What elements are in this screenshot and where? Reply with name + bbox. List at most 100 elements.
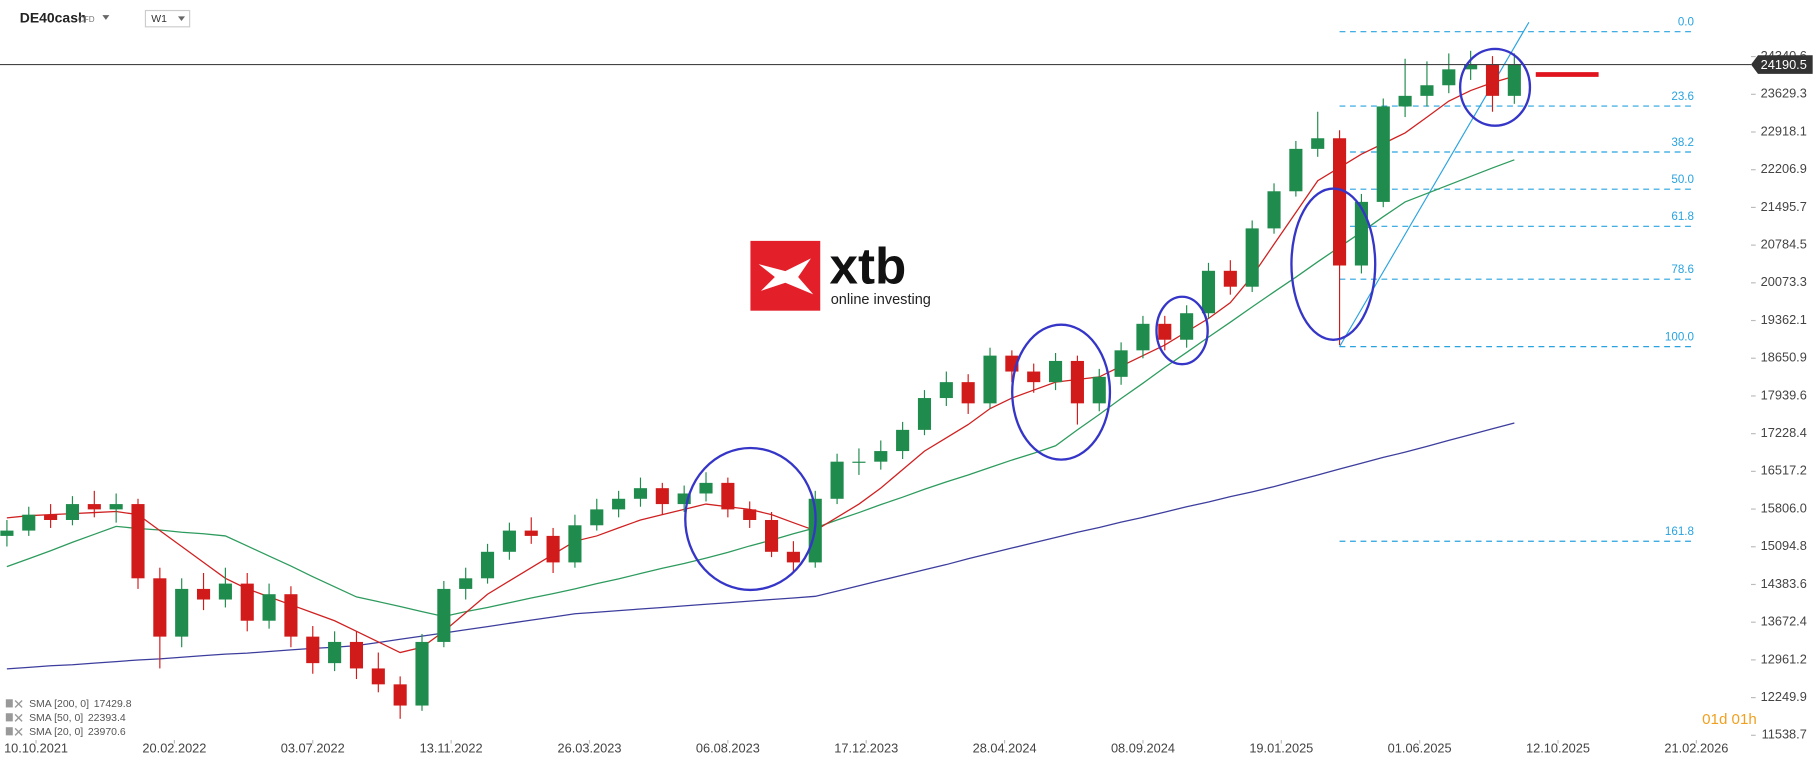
- legend-icon: [5, 699, 13, 708]
- fib-label: 23.6: [1671, 90, 1694, 103]
- candle-body: [743, 509, 757, 520]
- annotation-circle: [1290, 187, 1377, 341]
- x-tick-label: 26.03.2023: [558, 741, 622, 756]
- y-tick-label: 14383.6: [1761, 576, 1807, 591]
- y-tick-label: 15806.0: [1761, 500, 1807, 515]
- candle-body: [1201, 270, 1216, 314]
- candle-body: [393, 684, 407, 706]
- candle-body: [1114, 350, 1128, 377]
- legend-value: 23970.6: [88, 727, 126, 738]
- candle-body: [109, 504, 123, 510]
- x-tick-label: 01.06.2025: [1388, 741, 1452, 756]
- y-tick-label: 23629.3: [1761, 86, 1807, 101]
- fib-label: 0.0: [1678, 15, 1695, 28]
- legend-entry: SMA [20, 0] 23970.6: [29, 727, 126, 738]
- fib-trend-line: [1339, 21, 1530, 347]
- legend-icon: [5, 727, 13, 736]
- legend-remove[interactable]: [14, 699, 23, 708]
- x-tick-label: 03.07.2022: [281, 741, 345, 756]
- annotation-circle: [684, 446, 817, 592]
- candle-body: [371, 668, 385, 685]
- x-tick-label: 12.10.2025: [1526, 741, 1590, 756]
- candle-body: [1267, 191, 1281, 229]
- candle-body: [240, 583, 254, 621]
- candle-body: [917, 398, 932, 430]
- candle-body: [961, 382, 975, 404]
- candle-body: [590, 509, 604, 526]
- fib-label: 50.0: [1671, 173, 1694, 186]
- candle-body: [655, 488, 669, 505]
- candle-body: [196, 588, 211, 600]
- candle-body: [218, 583, 232, 600]
- candle-body: [874, 451, 888, 462]
- y-tick-label: 18650.9: [1761, 350, 1807, 365]
- annotation-circle: [1458, 47, 1532, 127]
- candle-body: [1180, 313, 1194, 340]
- candle-body: [1376, 106, 1390, 202]
- x-tick-label: 10.10.2021: [4, 741, 68, 756]
- candle-body: [939, 382, 953, 399]
- sma-line: [6, 75, 1515, 654]
- legend-remove[interactable]: [14, 713, 23, 722]
- candle-body: [1158, 323, 1172, 340]
- symbol-dropdown[interactable]: [102, 15, 110, 20]
- legend-remove[interactable]: [14, 727, 23, 736]
- candle-body: [1507, 64, 1521, 96]
- x-tick-label: 20.02.2022: [142, 741, 206, 756]
- candle-body: [524, 530, 538, 536]
- y-tick-label: 19362.1: [1761, 312, 1807, 327]
- x-tick-label: 13.11.2022: [420, 741, 483, 756]
- candle-body: [1333, 138, 1347, 266]
- candle-body: [328, 641, 342, 664]
- y-tick-label: 15094.8: [1761, 538, 1807, 553]
- x-tick-label: 08.09.2024: [1111, 741, 1175, 756]
- timeframe-box[interactable]: [144, 9, 191, 28]
- y-tick-label: 20784.5: [1761, 236, 1807, 251]
- candle-body: [1420, 85, 1434, 96]
- candle-body: [1442, 69, 1456, 86]
- candle-body: [306, 636, 320, 664]
- candle-body: [1223, 270, 1237, 287]
- candle-body: [175, 588, 189, 637]
- candle-body: [721, 482, 735, 510]
- candle-body: [284, 594, 298, 637]
- y-tick-label: 11538.7: [1762, 727, 1807, 742]
- price-tag: [1751, 55, 1813, 74]
- x-tick-label: 17.12.2023: [834, 741, 898, 756]
- fib-label: 78.6: [1671, 263, 1694, 276]
- candle-body: [830, 461, 844, 499]
- candle-body: [1027, 371, 1041, 383]
- candle-body: [1311, 138, 1325, 149]
- legend-icon: [5, 713, 13, 722]
- logo-name: xtb: [830, 237, 907, 294]
- candle-body: [1398, 95, 1412, 107]
- symbol[interactable]: DE40cash: [20, 9, 87, 25]
- fib-label: 38.2: [1671, 136, 1694, 149]
- y-tick-label: 16517.2: [1761, 463, 1807, 478]
- candle-body: [983, 355, 997, 404]
- annotations: [684, 47, 1532, 592]
- candle-body: [1092, 376, 1106, 404]
- x-tick-label: 28.04.2024: [973, 741, 1037, 756]
- legend-value: 17429.8: [94, 699, 132, 710]
- candle-body: [65, 504, 80, 520]
- timeframe[interactable]: W1: [151, 14, 167, 25]
- candle-body: [1245, 228, 1259, 287]
- legend-entry: SMA [50, 0] 22393.4: [29, 713, 126, 724]
- candle-body: [44, 514, 58, 520]
- candle-body: [349, 641, 364, 669]
- sma-line: [6, 422, 1515, 670]
- candle-body: [131, 504, 145, 579]
- fib-label: 61.8: [1671, 210, 1694, 223]
- candle-body: [262, 594, 276, 621]
- logo-tagline: online investing: [831, 292, 931, 308]
- candle-body: [568, 525, 582, 563]
- candle-body: [852, 461, 866, 463]
- annotation-circle: [1155, 295, 1209, 366]
- candle-body: [677, 493, 691, 505]
- fib-label: 161.8: [1665, 525, 1694, 538]
- timeframe-dropdown[interactable]: [178, 16, 185, 21]
- candle-body: [546, 535, 560, 563]
